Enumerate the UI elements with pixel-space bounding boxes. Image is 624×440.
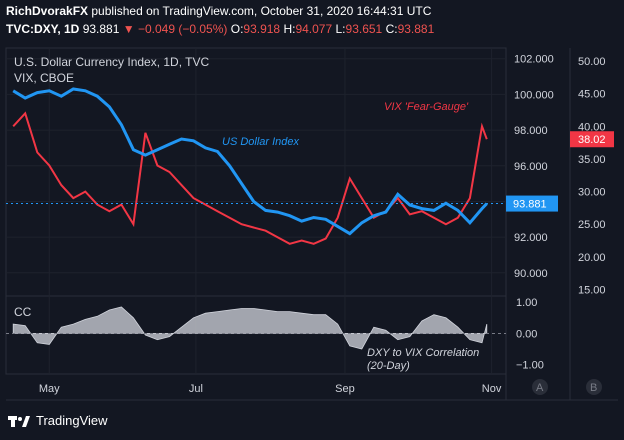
vix-series-line[interactable] <box>12 111 488 245</box>
high-label: H: <box>283 22 296 36</box>
price-change: −0.049 (−0.05%) <box>137 22 228 36</box>
vix-tick-label: 35.00 <box>578 154 606 166</box>
dxy-tick-label: 102.000 <box>514 54 554 66</box>
last-price: 93.881 <box>82 22 120 36</box>
cc-tick-label: 0.00 <box>516 328 537 340</box>
pane-b-button[interactable] <box>586 379 602 395</box>
usd-annotation: US Dollar Index <box>222 136 300 148</box>
dxy-last-badge <box>506 195 558 212</box>
dxy-tick-label: 96.000 <box>514 161 548 173</box>
dxy-tick-label: 98.000 <box>514 125 548 137</box>
corr-annotation-line2: (20-Day) <box>367 360 410 372</box>
time-tick-label: Jul <box>189 383 203 395</box>
vix-axis[interactable]: 50.00 45.00 40.00 35.00 30.00 25.00 20.00 15.00 <box>578 56 606 296</box>
publisher-line: RichDvorakFX published on TradingView.co… <box>6 4 618 18</box>
down-arrow-icon: ▼ <box>122 22 135 36</box>
low-label: L: <box>335 22 346 36</box>
vix-tick-label: 50.00 <box>578 56 606 68</box>
dxy-axis[interactable]: 102.000100.00098.00096.00094.00092.00090… <box>514 54 554 280</box>
time-tick-label: Sep <box>335 383 355 395</box>
brand[interactable]: TradingView <box>8 413 108 428</box>
vix-tick-label: 30.00 <box>578 187 606 199</box>
cc-area <box>12 306 488 350</box>
vix-last-value: 38.02 <box>578 134 606 146</box>
vix-last-badge <box>570 131 614 148</box>
symbol-label[interactable]: TVC:DXY, 1D <box>6 22 80 36</box>
grid-lines <box>6 48 506 374</box>
pane-a-button[interactable] <box>532 379 548 395</box>
main-pane-title: U.S. Dollar Currency Index, 1D, TVC <box>14 55 210 69</box>
corr-annotation-line1: DXY to VIX Correlation <box>367 347 479 359</box>
time-tick-label: May <box>39 383 60 395</box>
tradingview-logo-icon <box>8 415 30 427</box>
chart-header: RichDvorakFX published on TradingView.co… <box>6 4 618 36</box>
dxy-tick-label: 100.000 <box>514 89 554 101</box>
brand-name: TradingView <box>36 413 108 428</box>
cc-tick-label: 1.00 <box>516 297 537 309</box>
quote-line: TVC:DXY, 1D 93.881 ▼ −0.049 (−0.05%) O:9… <box>6 22 618 36</box>
vix-annotation: VIX 'Fear-Gauge' <box>384 101 469 113</box>
main-pane-frame <box>5 47 507 297</box>
cc-pane-frame <box>5 295 507 375</box>
open-value: 93.918 <box>243 22 281 36</box>
publisher-text: published on TradingView.com, October 31… <box>91 4 432 18</box>
vix-tick-label: 45.00 <box>578 89 606 101</box>
vix-tick-label: 20.00 <box>578 252 606 264</box>
vix-tick-label: 25.00 <box>578 219 606 231</box>
vix-pane-title: VIX, CBOE <box>14 71 74 85</box>
dxy-last-value: 93.881 <box>513 199 547 211</box>
cc-pane-title: CC <box>14 305 32 319</box>
low-value: 93.651 <box>345 22 383 36</box>
dxy-tick-label: 90.000 <box>514 268 548 280</box>
open-label: O: <box>230 22 244 36</box>
close-value: 93.881 <box>397 22 435 36</box>
publisher-name[interactable]: RichDvorakFX <box>6 4 89 18</box>
pane-b-label: B <box>590 382 597 394</box>
dxy-series-line[interactable] <box>12 87 488 236</box>
pane-a-label: A <box>536 382 544 394</box>
time-axis[interactable]: May Jul Sep Nov <box>39 383 502 395</box>
cc-tick-label: −1.00 <box>516 360 544 372</box>
time-tick-label: Nov <box>482 383 502 395</box>
cc-axis[interactable]: 1.00 0.00 −1.00 <box>516 297 544 371</box>
high-value: 94.077 <box>295 22 333 36</box>
vix-tick-label: 40.00 <box>578 121 606 133</box>
dxy-tick-label: 92.000 <box>514 232 548 244</box>
close-label: C: <box>385 22 398 36</box>
vix-tick-label: 15.00 <box>578 284 606 296</box>
